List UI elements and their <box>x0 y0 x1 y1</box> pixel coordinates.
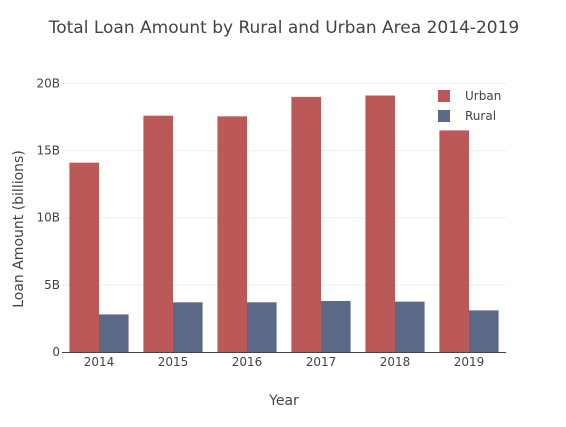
y-tick-labels: 0 5B 10B 15B 20B <box>36 76 60 359</box>
y-tick-label: 15B <box>36 144 60 158</box>
x-tick-label: 2014 <box>84 355 115 369</box>
bar-rural-2014 <box>99 314 129 352</box>
x-tick-label: 2016 <box>232 355 263 369</box>
x-tick-label: 2018 <box>380 355 411 369</box>
legend-swatch-rural <box>438 110 450 122</box>
bar-urban-2016 <box>217 116 247 352</box>
legend-swatch-urban <box>438 90 450 102</box>
bar-rural-2017 <box>321 300 351 352</box>
y-tick-label: 5B <box>44 278 60 292</box>
x-tick-label: 2019 <box>454 355 485 369</box>
y-axis-title: Loan Amount (billions) <box>11 150 27 308</box>
bar-urban-2018 <box>365 95 395 352</box>
bars <box>69 95 499 353</box>
bar-rural-2019 <box>469 310 499 352</box>
bar-urban-2015 <box>143 115 173 353</box>
bar-rural-2018 <box>395 301 425 352</box>
y-tick-label: 10B <box>36 211 60 225</box>
chart-title: Total Loan Amount by Rural and Urban Are… <box>48 18 520 38</box>
bar-urban-2019 <box>439 130 469 352</box>
bar-urban-2014 <box>69 162 99 352</box>
bar-urban-2017 <box>291 96 321 352</box>
y-tick-label: 20B <box>36 76 60 90</box>
x-tick-label: 2017 <box>306 355 337 369</box>
bar-rural-2016 <box>247 302 277 352</box>
x-axis-title: Year <box>268 393 299 409</box>
legend-label-urban: Urban <box>465 89 501 103</box>
y-tick-label: 0 <box>52 345 60 359</box>
x-tick-labels: 2014 2015 2016 2017 2018 2019 <box>84 355 485 369</box>
legend-label-rural: Rural <box>465 109 496 123</box>
gridlines <box>62 82 506 286</box>
bar-rural-2015 <box>173 302 203 352</box>
x-tick-label: 2015 <box>158 355 189 369</box>
legend: Urban Rural <box>438 89 501 123</box>
